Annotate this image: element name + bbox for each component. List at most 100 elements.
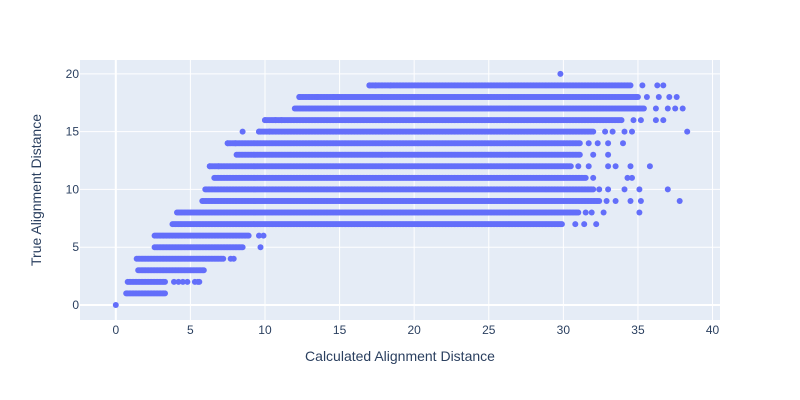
x-tick-label: 20 [407,323,421,337]
data-point [679,105,686,112]
data-point [621,186,628,193]
data-point [636,209,643,216]
data-point [590,174,597,181]
data-point [558,221,565,228]
x-tick-label: 40 [706,323,720,337]
data-point [672,105,679,112]
x-axis-title: Calculated Alignment Distance [305,348,495,364]
data-point [627,82,634,89]
data-point [266,128,273,135]
data-point [627,198,634,204]
data-point [590,128,597,135]
data-point [676,198,683,204]
data-point [634,94,641,100]
data-point [609,128,616,135]
data-point [372,82,379,89]
data-point [572,221,579,228]
data-point [200,267,207,274]
x-tick-label: 35 [631,323,645,337]
data-point [162,278,168,285]
data-point [581,221,588,228]
data-point [206,163,213,170]
data-point [666,94,673,100]
data-point [257,244,264,251]
data-point [596,186,603,193]
data-point [655,94,662,100]
y-tick-label: 5 [72,240,79,254]
y-axis-ticks: 0 5 10 15 20 [66,67,80,312]
data-point [272,117,279,124]
data-point [220,255,227,262]
data-point [245,232,252,239]
data-point [602,128,609,135]
data-point [660,82,667,89]
data-point [637,198,644,204]
data-point [593,221,600,228]
data-point [639,82,646,89]
data-points [112,70,691,308]
data-point [640,105,647,112]
data-point [171,278,177,285]
x-tick-label: 30 [557,323,571,337]
data-point [612,198,619,204]
data-point [624,174,631,181]
data-point [366,82,373,89]
data-point [175,278,182,285]
data-point [224,140,231,147]
data-point [239,244,246,251]
data-point [278,117,285,124]
data-point [627,163,634,170]
data-point [652,117,659,124]
data-point [605,151,612,158]
x-tick-label: 15 [333,323,347,337]
x-tick-label: 25 [482,323,496,337]
data-point [260,232,267,239]
data-point [605,140,612,147]
data-point [232,140,239,147]
data-point [646,163,653,170]
data-point [629,128,635,135]
data-point [330,94,337,100]
data-point [335,94,342,100]
y-tick-label: 15 [66,125,80,139]
data-point [256,232,262,239]
data-point [557,70,564,77]
x-tick-label: 5 [187,323,194,337]
data-point [162,290,168,297]
data-point [594,140,601,147]
data-point [585,140,592,147]
data-point [239,128,246,135]
data-point [612,163,619,170]
data-point [673,94,680,100]
y-axis-title: True Alignment Distance [28,114,44,266]
data-point [262,117,268,124]
data-point [184,278,191,285]
data-point [256,128,262,135]
data-point [567,163,574,170]
data-point [636,186,643,193]
data-point [179,278,186,285]
data-point [603,198,610,204]
data-point [588,209,595,216]
data-point [576,140,583,147]
data-point [575,163,582,170]
data-point [664,186,671,193]
data-point [637,117,644,124]
data-point [296,94,303,100]
data-point [629,174,635,181]
data-point [660,117,667,124]
x-tick-label: 0 [112,323,119,337]
data-point [215,163,222,170]
x-tick-label: 10 [258,323,272,337]
data-point [576,151,583,158]
data-point [314,94,321,100]
data-point [590,186,597,193]
data-point [618,117,625,124]
data-point [621,128,628,135]
y-tick-label: 10 [66,182,80,196]
data-point [590,151,597,158]
data-point [596,198,603,204]
data-point [605,186,612,193]
